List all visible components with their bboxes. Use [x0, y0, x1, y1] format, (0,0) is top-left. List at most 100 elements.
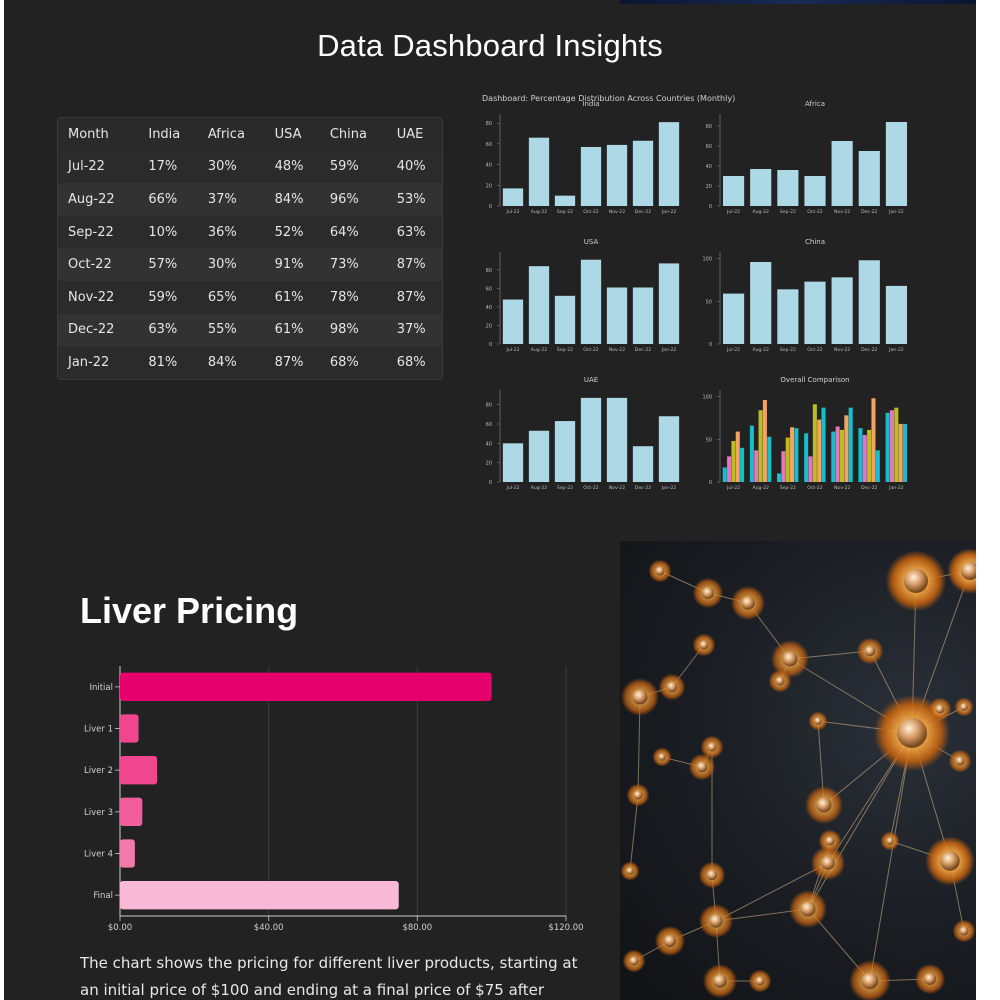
table-cell: 10% [148, 224, 178, 240]
comparison-bar [867, 429, 872, 482]
subplot-y-tick: 20 [706, 184, 712, 190]
network-edge [869, 732, 913, 982]
table-cell: 36% [207, 224, 237, 240]
subplot-bar [502, 299, 524, 344]
subplot-x-tick: Sep-22 [557, 485, 573, 491]
comparison-bar [812, 404, 817, 482]
subplot-bar [632, 446, 654, 482]
subplot-y-tick: 0 [709, 480, 712, 486]
liver-x-tick: $80.00 [402, 923, 432, 933]
subplot-x-tick: Jan-22 [661, 485, 677, 491]
subplot-bar [554, 295, 576, 344]
comparison-bar [781, 451, 786, 482]
subplot-x-tick: Jan-22 [661, 209, 677, 215]
liver-bar [120, 756, 158, 785]
comparison-bar [762, 399, 767, 482]
table-cell: Aug-22 [68, 191, 115, 207]
subplot-bar [528, 266, 550, 344]
dashboard-chart-figure: Dashboard: Percentage Distribution Acros… [470, 88, 924, 498]
subplot-x-tick: Jan-22 [888, 347, 904, 353]
subplot-x-tick: Aug-22 [752, 209, 769, 215]
subplot-bar [804, 281, 826, 344]
subplot-y-tick: 0 [489, 204, 492, 210]
table-cell: 68% [329, 354, 359, 370]
subplot-bar [502, 188, 524, 206]
subplot-y-tick: 100 [702, 395, 712, 401]
subplot-y-tick: 80 [706, 124, 712, 130]
subplot-x-tick: Jan-22 [888, 209, 904, 215]
subplot-x-tick: Aug-22 [531, 209, 548, 215]
subplot-x-tick: Sep-22 [557, 347, 573, 353]
subplot-bar [606, 287, 628, 344]
subplot-y-tick: 40 [486, 163, 492, 169]
table-row: Aug-22 66% 37% 84% 96% 53% [58, 183, 442, 216]
liver-svg: $0.00 $40.00 $80.00 $120.00 Initial Liver 1 Li… [84, 666, 584, 933]
table-cell: 30% [207, 257, 237, 273]
comparison-bar [754, 450, 759, 482]
liver-description: The chart shows the pricing for differen… [80, 954, 578, 999]
subplot-y-tick: 60 [486, 142, 492, 148]
network-node [655, 566, 665, 576]
subplot-x-tick: Sep-22 [780, 209, 796, 215]
table-row: Jan-22 81% 84% 87% 68% 68% [58, 346, 442, 379]
subplot-x-tick: Jul-22 [726, 347, 740, 353]
network-node [632, 689, 648, 705]
table-cell: 66% [148, 191, 178, 207]
comparison-bar [722, 467, 727, 482]
table-cell: 91% [274, 257, 304, 273]
comparison-bar [858, 428, 863, 482]
subplot-bar [632, 287, 654, 344]
liver-bar [120, 714, 139, 743]
subplot-y-tick: 60 [706, 144, 712, 150]
table-cell: 48% [274, 159, 304, 175]
table-header-cell: USA [274, 126, 302, 142]
comparison-bar [894, 407, 899, 482]
dash-subplot: Overall Comparison 0 50 100 Jul-22 Aug-22 Sep-… [702, 376, 907, 491]
table-cell: 65% [207, 289, 237, 305]
network-node [629, 956, 639, 966]
subplot-bar [658, 263, 680, 344]
liver-title: Liver Pricing [80, 590, 299, 631]
subplot-x-tick: Jan-22 [888, 485, 904, 491]
network-node [633, 790, 643, 800]
table-cell: Nov-22 [68, 289, 115, 305]
subplot-x-tick: Dec-22 [635, 209, 651, 215]
subplot-y-tick: 50 [706, 299, 712, 305]
subplot-x-tick: Dec-22 [635, 485, 651, 491]
dashboard-svg: Dashboard: Percentage Distribution Acros… [482, 94, 908, 491]
network-node [904, 569, 928, 593]
comparison-bar [871, 398, 876, 482]
network-node [814, 717, 822, 725]
subplot-title: India [582, 100, 599, 108]
subplot-y-tick: 20 [486, 183, 492, 189]
subplot-x-tick: Nov-22 [609, 347, 625, 353]
network-svg [620, 548, 976, 1000]
comparison-bar [844, 415, 849, 482]
subplot-x-tick: Nov-22 [834, 209, 850, 215]
table-cell: 64% [329, 224, 359, 240]
subplot-title: UAE [584, 376, 598, 384]
network-node [713, 974, 727, 988]
subplot-y-tick: 40 [486, 441, 492, 447]
subplot-x-tick: Oct-22 [807, 347, 823, 353]
network-illustration [620, 541, 976, 1000]
data-table: Month India Africa USA China UAE Jul-22 17% 30%… [57, 117, 443, 380]
subplot-bar [554, 195, 576, 206]
subplot-y-tick: 40 [486, 305, 492, 311]
subplot-x-tick: Oct-22 [807, 485, 823, 491]
table-cell: 52% [274, 224, 304, 240]
network-node [955, 756, 965, 766]
network-node [924, 973, 936, 985]
comparison-bar [794, 428, 799, 482]
subplot-bar [658, 122, 680, 206]
comparison-bar [835, 426, 840, 482]
network-node [664, 935, 676, 947]
table-cell: 57% [148, 257, 178, 273]
subplot-x-tick: Sep-22 [557, 209, 573, 215]
subplot-x-tick: Aug-22 [752, 347, 769, 353]
table-cell: 87% [274, 354, 304, 370]
subplot-title: USA [584, 238, 599, 246]
subplot-x-tick: Jul-22 [505, 209, 519, 215]
network-node [699, 640, 709, 650]
comparison-bar [804, 433, 809, 482]
